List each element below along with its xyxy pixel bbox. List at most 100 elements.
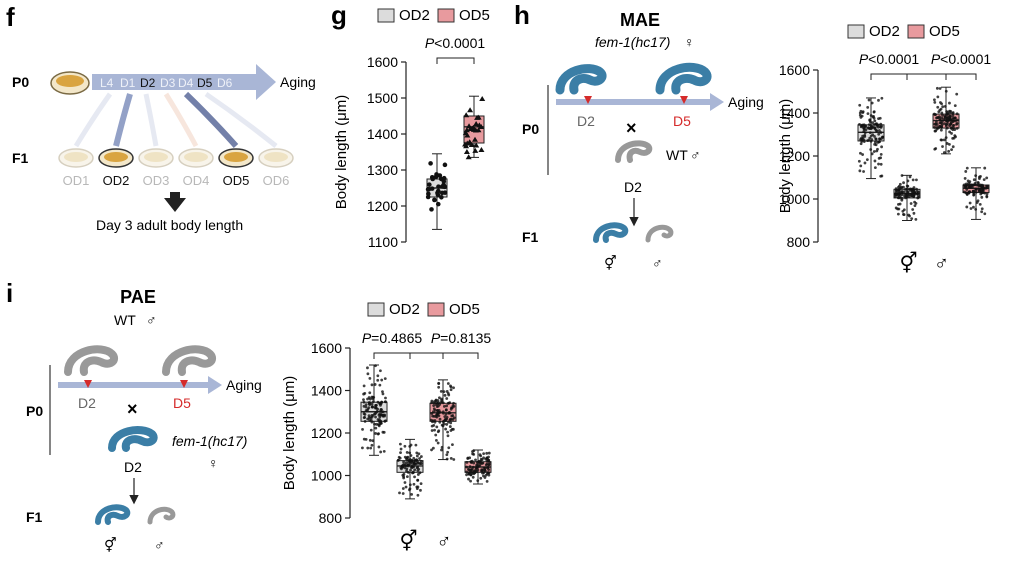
panel-g-od5-g1-point [476,122,483,128]
panel-h-od2-g2-point [913,191,917,195]
panel-h-od5-g1-point [933,147,937,151]
panel-h-od5-g2-point [968,185,971,189]
panel-h-od2-g2-point [914,217,918,221]
panel-h-od5-g1-point [935,123,939,126]
panel-h-sig-label-1: P<0.0001 [859,51,920,67]
panel-g-od2-g1-point [429,207,434,212]
panel-h-od5-g2-point [973,183,977,187]
panel-i-od5-g1-point [449,421,453,425]
panel-h-od5-g1-point [939,128,943,132]
panel-h-od2-g1-points [857,96,885,178]
panel-h-od2-g1-point [873,140,877,144]
panel-i-od2-g2-point [401,487,405,490]
panel-i-od5-g2-point [478,463,482,466]
panel-h-od2-g1-point [867,138,871,142]
panel-f-day-d2: D2 [140,76,156,90]
panel-f-caption: Day 3 adult body length [96,217,243,233]
panel-h-od2-g1-point [873,119,877,123]
panel-h-od5-g1-point [937,110,941,114]
panel-h-od2-g1-point [861,123,864,127]
panel-h-od2-g2-point [900,174,904,177]
panel-i-od2-g1-point [371,395,375,399]
panel-h-od5-g1-points [932,86,959,154]
panel-i-od5-g1-point [439,389,443,393]
panel-g-od5-g1-point [472,147,479,153]
panel-g-chart: 1100 1200 1300 1400 1500 1600 Body length (μm)… [333,7,490,250]
panel-h-od2-g2-point [900,198,904,202]
panel-g-od5-g1-point [463,148,470,154]
panel-i-od2-g1-point [367,396,371,399]
panel-i-od2-g1-point [374,415,377,419]
panel-i-od2-g1-point [371,400,375,404]
panel-i-od2-g1-point [379,403,382,407]
panel-i-od2-g1-point [368,438,372,442]
panel-f-fan-arrow-4 [163,92,199,148]
panel-i-od5-g2-point [482,452,486,456]
panel-f-day-d6: D6 [217,76,233,90]
panel-i-od5-g2-point [486,471,490,474]
panel-i-y-tick-label-1200: 1200 [311,425,342,441]
panel-i-od2-g1-point [380,400,384,404]
panel-i-od2-g2-point [415,458,418,462]
panel-g-letter: g [331,0,347,30]
panel-h-od2-g2-point [903,194,906,198]
panel-h-d2-mate: D2 [624,179,642,195]
panel-i-od5-g2-point [480,469,484,472]
panel-h-od2-g2-point [897,196,900,199]
panel-i-od5-g2-point [465,465,469,469]
panel-i-od2-g1-point [381,390,384,394]
panel-i-legend-label-od2: OD2 [389,301,420,318]
panel-h-od2-g2-point [897,191,901,195]
panel-i-od2-g2-point [404,461,408,465]
panel-h-od5-g2-point [964,185,967,189]
panel-g-od2-g1-point [442,162,448,168]
panel-i-od2-g2-point [401,492,405,495]
panel-h-od5-g2-point [979,175,982,178]
panel-i-od5-g1-point [441,420,445,424]
panel-h-male-sym-wt: ♂ [690,147,701,163]
panel-h-od2-g1-point [859,151,862,155]
panel-i-od5-g1-point [452,401,455,405]
panel-i-od5-g1-point [430,412,434,415]
panel-i-od2-g1-point [366,446,370,450]
panel-h-od5-g1-point [945,112,949,116]
panel-i-od2-g1-point [379,369,382,373]
panel-h-od2-g1-point [862,140,866,143]
panel-h-od5-g1-point [934,120,938,124]
panel-i-od2-g2-point [409,466,413,469]
panel-f-dish-food-1 [64,152,88,162]
panel-g-sig-bracket-1 [436,57,475,64]
panel-h-od2-g2-point [902,181,905,185]
panel-h-od5-g1-point [951,128,955,132]
panel-h-od2-g1-point [859,142,863,146]
panel-h-legend-swatch-od2 [847,24,865,39]
panel-g-od2-g1-point [432,197,437,203]
panel-i-y-label: Body length (μm) [281,376,298,491]
panel-f-dish-label-od1: OD1 [63,173,90,188]
panel-i-od5-g2-point [482,474,485,478]
panel-f-letter: f [6,2,15,32]
panel-h-od5-g1-point [935,86,939,90]
panel-g-sig-label-1: P<0.0001 [425,35,486,51]
panel-i-od2-g2-point [405,469,408,473]
panel-h-od5-g1-point [941,105,945,109]
panel-h-od2-g1-point [873,126,876,130]
panel-g-y-tick-label-1100: 1100 [368,234,398,250]
panel-h-od5-g2-point [974,208,978,211]
panel-i-od5-g2-points [465,449,491,483]
panel-i-od5-g1-point [438,417,442,421]
panel-i-marker-d2 [84,380,92,388]
panel-h-od2-g2-point [897,202,900,206]
panel-i-od5-g2-point [476,479,480,483]
panel-f-dish-food-6 [264,152,288,162]
panel-i-od2-g2-point [411,470,415,474]
panel-i-od2-g1-point [367,406,371,410]
panel-g-od2-g1-point [435,188,441,194]
panel-i-subtitle-sym: ♂ [146,312,157,328]
panel-h-od2-g1-point [871,133,875,137]
panel-h-od5-g1-point [950,148,953,152]
panel-i-od2-g1-point [368,403,372,406]
panel-i-od2-g2-point [398,442,402,446]
panel-i-od5-g1-point [436,441,440,445]
panel-i-od2-g1-point [364,403,368,407]
